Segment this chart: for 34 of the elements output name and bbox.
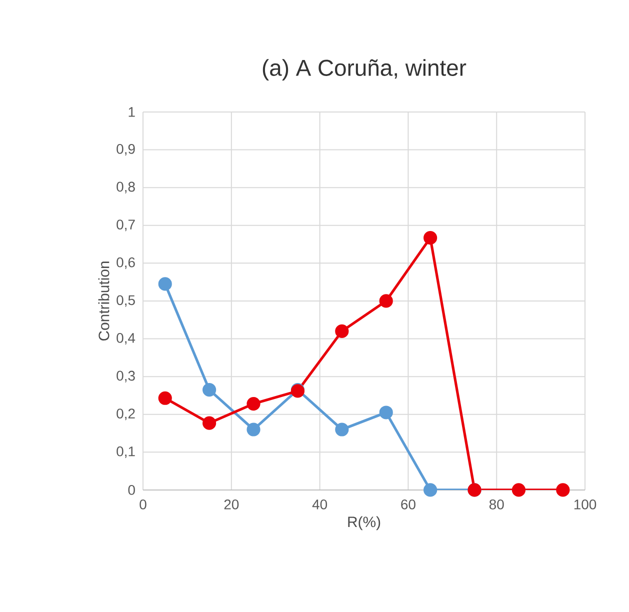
point (335, 324, 349, 338)
x-tick-label: 60 (401, 499, 416, 510)
y-tick-label: 1 (128, 107, 135, 117)
x-tick-label: 100 (574, 499, 596, 510)
y-tick-label: 0,5 (116, 295, 135, 307)
point (379, 406, 393, 420)
y-tick-label: 0,2 (116, 408, 135, 420)
point (158, 391, 172, 405)
x-tick-label: 80 (489, 499, 504, 510)
y-tick-label: 0,3 (116, 370, 135, 382)
chart-title: (a) A Coruña, winter (262, 59, 466, 80)
y-tick-label: 0,7 (116, 220, 135, 232)
x-tick-label: 20 (224, 499, 239, 510)
point (246, 422, 260, 436)
point (512, 483, 526, 497)
y-tick-label: 0,8 (116, 182, 135, 194)
point (556, 483, 570, 497)
point (424, 231, 438, 245)
point (202, 383, 216, 397)
point (379, 294, 393, 308)
point (246, 397, 260, 411)
y-tick-label: 0,6 (116, 257, 135, 269)
y-axis-title: Contribution (98, 262, 110, 341)
point (424, 483, 438, 497)
y-tick-label: 0 (128, 485, 135, 495)
point (158, 277, 172, 291)
y-tick-label: 0,4 (116, 333, 136, 345)
y-tick-label: 0,9 (116, 144, 135, 156)
x-axis-title: R(%) (348, 516, 380, 530)
x-tick-label: 40 (312, 499, 328, 510)
point (202, 416, 216, 430)
x-tick-label: 0 (140, 499, 146, 510)
point (335, 422, 349, 436)
y-tick-label: 0,1 (116, 446, 135, 458)
